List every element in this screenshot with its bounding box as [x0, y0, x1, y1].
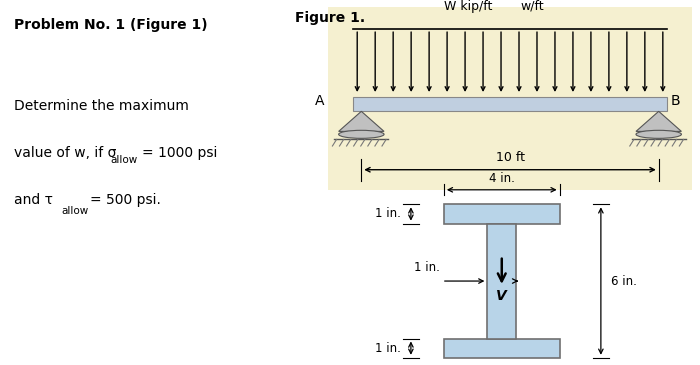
- Text: value of w, if σ: value of w, if σ: [14, 146, 117, 160]
- Ellipse shape: [339, 130, 384, 138]
- Text: V: V: [496, 289, 507, 303]
- Bar: [444, 339, 559, 358]
- Text: B: B: [671, 94, 680, 108]
- Bar: [444, 204, 559, 223]
- Text: A: A: [315, 94, 324, 108]
- Text: allow: allow: [62, 206, 89, 216]
- Polygon shape: [339, 111, 384, 131]
- Text: 1 in.: 1 in.: [374, 342, 400, 355]
- Bar: [328, 7, 692, 190]
- Polygon shape: [636, 111, 681, 131]
- Text: 6 in.: 6 in.: [611, 274, 637, 288]
- Text: 1 in.: 1 in.: [374, 207, 400, 220]
- Text: W kip/ft: W kip/ft: [444, 0, 492, 13]
- Bar: [487, 223, 516, 339]
- Text: 1 in.: 1 in.: [414, 261, 440, 274]
- Text: Figure 1.: Figure 1.: [295, 11, 365, 25]
- Text: = 500 psi.: = 500 psi.: [90, 193, 161, 207]
- Bar: [353, 97, 667, 111]
- Text: allow: allow: [111, 155, 138, 165]
- Ellipse shape: [636, 130, 681, 138]
- Text: 10 ft: 10 ft: [496, 151, 524, 164]
- Text: and τ: and τ: [14, 193, 53, 207]
- Text: 4 in.: 4 in.: [489, 172, 514, 185]
- Text: Problem No. 1 (Figure 1): Problem No. 1 (Figure 1): [14, 18, 208, 32]
- Text: w/ft: w/ft: [520, 0, 544, 13]
- Text: = 1000 psi: = 1000 psi: [142, 146, 218, 160]
- Text: Determine the maximum: Determine the maximum: [14, 99, 189, 112]
